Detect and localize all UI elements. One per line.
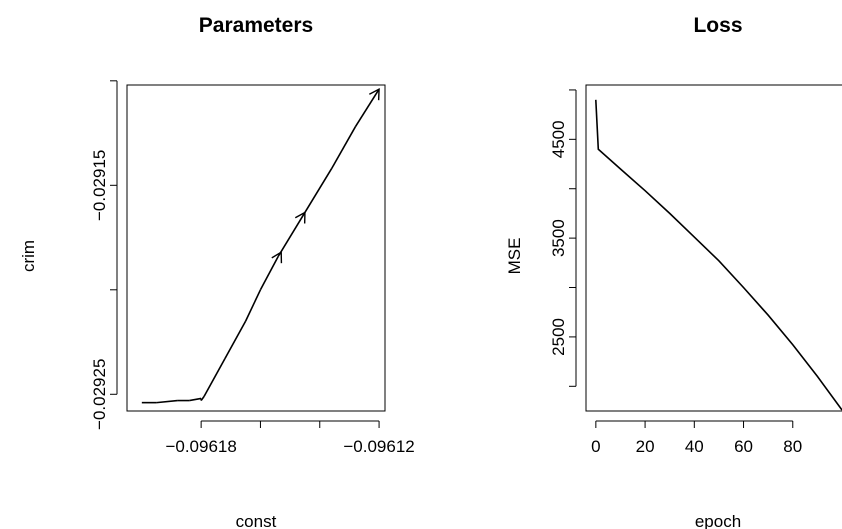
parameters-panel: Parameters const crim −0.09618 −0.09612 −… [19,14,415,529]
loss-x-axis-label: epoch [695,512,741,529]
trajectory-segment [203,358,226,397]
trajectory-segment [189,397,202,402]
y-tick-label: 3500 [549,219,568,257]
trajectory-segment [156,399,178,404]
trajectory-segment [354,88,380,128]
loss-plot-frame [585,84,842,412]
loss-title: Loss [693,14,742,37]
loss-y-axis: 2500 3500 4500 [549,89,577,387]
loss-x-axis: 0 20 40 60 80 [591,420,802,456]
parameters-trajectory [141,87,380,404]
trajectory-segment [304,168,333,213]
x-tick-label: 0 [591,437,600,456]
trajectory-segment [200,395,205,402]
trajectory-segment [244,289,262,322]
y-tick-label: −0.02925 [90,359,109,430]
trajectory-arrowhead [271,250,283,264]
trajectory-segment [224,320,247,360]
x-tick-label: −0.09612 [343,437,414,456]
trajectory-arrowhead [369,87,380,101]
y-tick-label: −0.02915 [90,150,109,221]
x-tick-label: 60 [734,437,753,456]
parameters-plot-frame [126,84,386,412]
x-tick-label: 80 [783,437,802,456]
loss-panel: Loss epoch MSE 0 20 40 60 80 2500 3500 4500 [505,14,842,529]
trajectory-arrowhead [294,211,306,224]
trajectory-segment [277,212,306,257]
trajectory-segment [259,255,279,291]
parameters-x-axis-label: const [236,512,277,529]
loss-curve [595,99,842,411]
x-tick-label: 20 [636,437,655,456]
y-tick-label: 2500 [549,318,568,356]
parameters-y-axis-label: crim [19,240,38,272]
parameters-y-axis: −0.02915 −0.02925 [90,80,118,430]
parameters-title: Parameters [199,14,313,37]
loss-y-axis-label: MSE [505,238,524,275]
x-tick-label: −0.09618 [165,437,236,456]
y-tick-label: 4500 [549,120,568,158]
trajectory-segment [330,126,357,169]
x-tick-label: 40 [685,437,704,456]
loss-curve-group [595,99,842,411]
parameters-x-axis: −0.09618 −0.09612 [165,420,415,456]
